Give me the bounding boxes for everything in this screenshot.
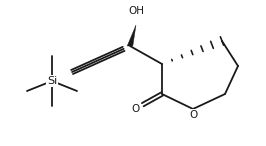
Polygon shape: [127, 25, 136, 46]
Text: O: O: [190, 110, 198, 120]
Text: O: O: [132, 104, 140, 114]
Text: OH: OH: [128, 6, 144, 16]
Text: Si: Si: [47, 76, 57, 86]
